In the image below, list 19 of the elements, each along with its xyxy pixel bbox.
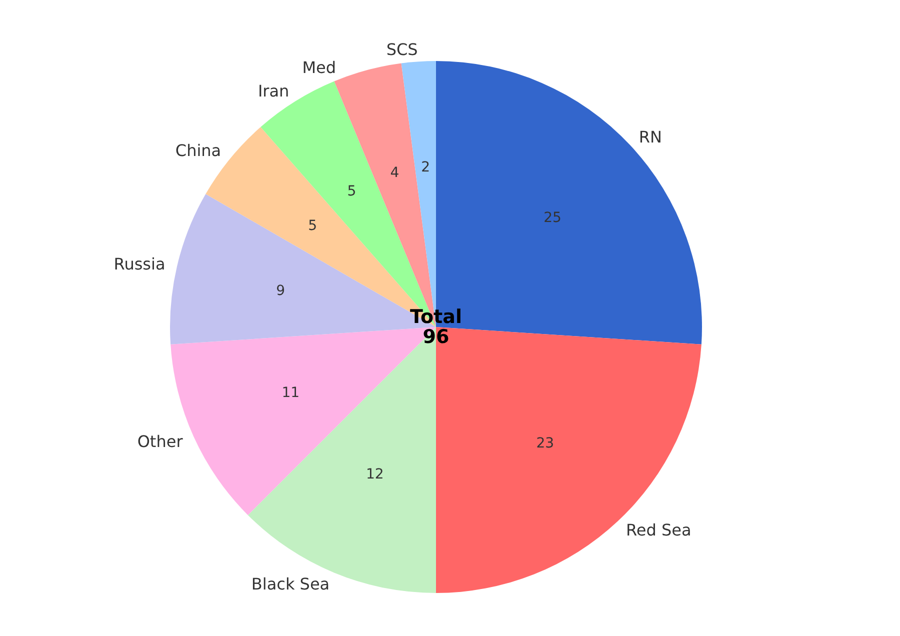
slice-label: Black Sea: [251, 574, 330, 594]
data-label: 25: [544, 210, 562, 226]
data-label: 4: [390, 164, 400, 181]
slice-label: Red Sea: [626, 520, 692, 540]
data-label: 11: [282, 384, 300, 401]
slice-label: Iran: [258, 81, 290, 100]
slice-label: SCS: [386, 40, 418, 60]
data-label: 5: [308, 218, 318, 234]
slice-label: RN: [638, 127, 662, 146]
data-label: 2: [421, 160, 430, 176]
slice-label: China: [175, 141, 222, 160]
slice-label: Med: [302, 58, 336, 78]
data-label: 23: [536, 435, 554, 452]
data-label: 9: [276, 282, 286, 299]
slice-label: Russia: [114, 254, 166, 274]
data-label: 12: [366, 466, 384, 482]
text: Total 96: [410, 306, 462, 348]
slice-label: Other: [137, 432, 184, 452]
data-label: 5: [347, 183, 356, 200]
